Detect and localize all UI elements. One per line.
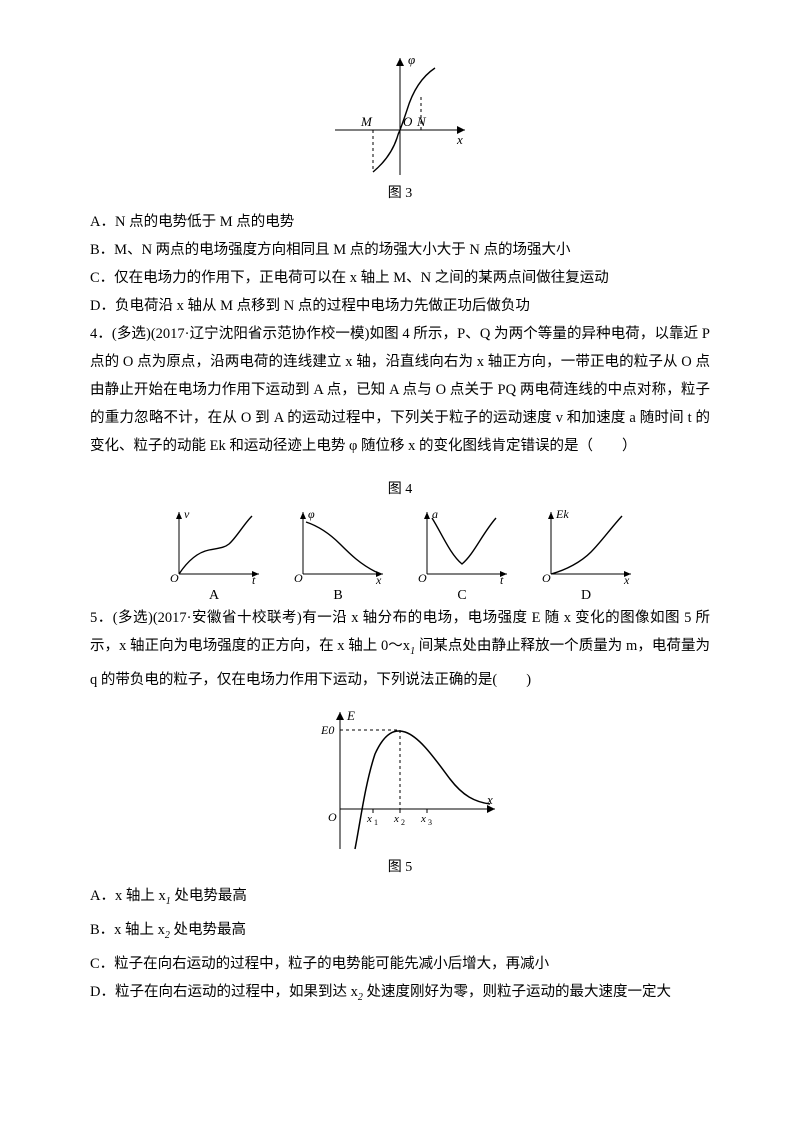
fig4-a-label: A — [209, 588, 219, 604]
q3-option-a: A．N 点的电势低于 M 点的电势 — [90, 208, 710, 236]
fig4-caption: 图 4 — [90, 478, 710, 498]
fig5-svg: E E0 O x x1 x2 x3 — [295, 704, 505, 854]
fig5-O: O — [328, 810, 337, 824]
q5-stem: 5．(多选)(2017·安徽省十校联考)有一沿 x 轴分布的电场，电场强度 E … — [90, 604, 710, 694]
svg-text:O: O — [418, 571, 427, 584]
fig3-O: O — [403, 114, 413, 129]
svg-text:O: O — [170, 571, 179, 584]
q3-option-d: D．负电荷沿 x 轴从 M 点移到 N 点的过程中电场力先做正功后做负功 — [90, 292, 710, 320]
svg-text:x: x — [420, 813, 426, 825]
fig3-y-label: φ — [408, 52, 415, 67]
fig5-E0: E0 — [320, 723, 334, 737]
q3-option-b: B．M、N 两点的电场强度方向相同且 M 点的场强大小大于 N 点的场强大小 — [90, 236, 710, 264]
svg-text:3: 3 — [428, 818, 432, 827]
fig4-subplot-d: O x Ek D — [536, 504, 636, 604]
svg-text:x: x — [366, 813, 372, 825]
svg-text:x: x — [393, 813, 399, 825]
fig4-b-label: B — [333, 588, 342, 604]
fig4-d-label: D — [581, 588, 591, 604]
figure-5: E E0 O x x1 x2 x3 图 5 — [90, 704, 710, 876]
svg-text:a: a — [432, 507, 438, 521]
svg-text:O: O — [542, 571, 551, 584]
figure-3: φ x M O N 图 3 — [90, 50, 710, 202]
fig4-subplot-a: O t v A — [164, 504, 264, 604]
svg-text:φ: φ — [308, 507, 315, 521]
svg-text:x: x — [623, 573, 630, 584]
q5-option-a: A．x 轴上 x1 处电势最高 — [90, 882, 710, 916]
fig3-svg: φ x M O N — [325, 50, 475, 180]
q5-option-b: B．x 轴上 x2 处电势最高 — [90, 916, 710, 950]
svg-text:v: v — [184, 507, 190, 521]
q3-option-c: C．仅在电场力的作用下，正电荷可以在 x 轴上 M、N 之间的某两点间做往复运动 — [90, 264, 710, 292]
svg-text:2: 2 — [401, 818, 405, 827]
fig5-caption: 图 5 — [388, 856, 413, 876]
fig3-M: M — [360, 114, 373, 129]
q5-option-c: C．粒子在向右运动的过程中，粒子的电势能可能先减小后增大，再减小 — [90, 950, 710, 978]
fig4-c-label: C — [457, 588, 466, 604]
fig4-subplot-c: O t a C — [412, 504, 512, 604]
svg-text:1: 1 — [374, 818, 378, 827]
q4-stem: 4．(多选)(2017·辽宁沈阳省示范协作校一模)如图 4 所示，P、Q 为两个… — [90, 320, 710, 460]
fig5-x-label: x — [486, 792, 493, 807]
fig3-N: N — [416, 114, 427, 129]
q5-option-d: D．粒子在向右运动的过程中，如果到达 x2 处速度刚好为零，则粒子运动的最大速度… — [90, 978, 710, 1012]
fig4-subplot-b: O x φ B — [288, 504, 388, 604]
fig3-x-label: x — [456, 132, 463, 147]
svg-text:x: x — [375, 573, 382, 584]
fig4-row: O t v A O x φ B O t — [90, 504, 710, 604]
fig3-caption: 图 3 — [388, 182, 413, 202]
svg-text:O: O — [294, 571, 303, 584]
fig5-y-label: E — [346, 708, 355, 723]
svg-text:Ek: Ek — [555, 507, 569, 521]
